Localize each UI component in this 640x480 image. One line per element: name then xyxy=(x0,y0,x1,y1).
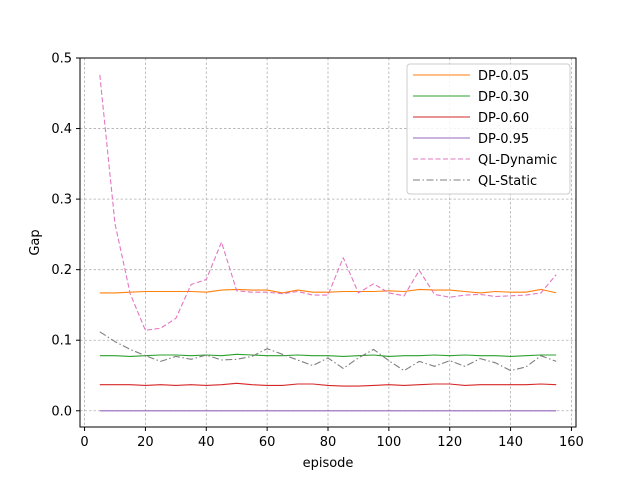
series-line-ql-dynamic xyxy=(99,74,557,331)
y-tick-label: 0.4 xyxy=(51,122,72,137)
y-axis: 0.0 0.1 0.2 0.3 0.4 0.5 xyxy=(51,52,80,419)
series-line-dp-0-05 xyxy=(99,288,557,294)
x-tick-label: 80 xyxy=(320,435,337,450)
legend-label: DP-0.60 xyxy=(478,111,529,126)
series-lines xyxy=(99,74,557,412)
x-axis: 0 20 40 60 80 100 120 140 160 xyxy=(80,427,584,450)
x-tick-label: 160 xyxy=(559,435,584,450)
legend-label: QL-Static xyxy=(478,174,537,189)
series-line-dp-0-30 xyxy=(99,353,557,357)
series-line-ql-static xyxy=(99,331,557,372)
x-tick-label: 0 xyxy=(80,435,88,450)
y-tick-label: 0.3 xyxy=(51,193,72,208)
y-axis-title: Gap xyxy=(28,229,43,255)
x-axis-title: episode xyxy=(303,456,354,471)
x-tick-label: 100 xyxy=(376,435,401,450)
legend-label: QL-Dynamic xyxy=(478,153,557,168)
x-tick-label: 140 xyxy=(498,435,523,450)
legend-label: DP-0.30 xyxy=(478,90,529,105)
y-tick-label: 0.0 xyxy=(51,404,72,419)
x-tick-label: 60 xyxy=(259,435,276,450)
legend-label: DP-0.95 xyxy=(478,132,529,147)
y-tick-label: 0.1 xyxy=(51,334,72,349)
x-tick-label: 120 xyxy=(437,435,462,450)
x-tick-label: 40 xyxy=(198,435,215,450)
legend-label: DP-0.05 xyxy=(478,69,529,84)
x-tick-label: 20 xyxy=(137,435,154,450)
y-tick-label: 0.2 xyxy=(51,263,72,278)
y-tick-label: 0.5 xyxy=(51,52,72,67)
legend: DP-0.05 DP-0.30 DP-0.60 DP-0.95 QL-Dynamic QL… xyxy=(406,63,571,195)
series-line-dp-0-60 xyxy=(99,382,557,387)
